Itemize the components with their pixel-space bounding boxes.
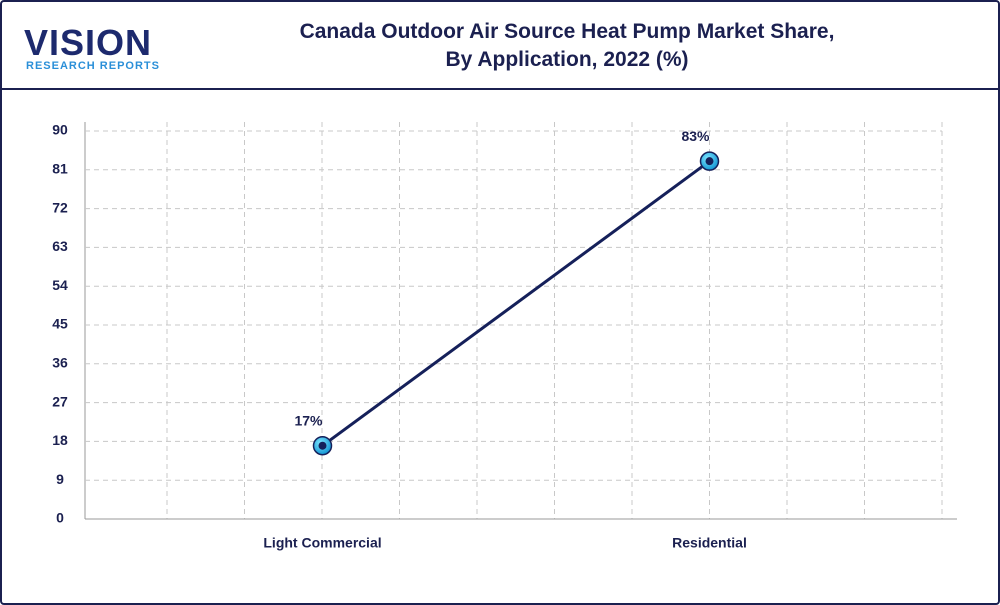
y-tick-label: 27 <box>52 393 68 409</box>
logo-name: VISION <box>24 22 153 63</box>
marker-hole <box>318 441 327 450</box>
logo-tagline: RESEARCH REPORTS <box>26 60 160 72</box>
data-label: 17% <box>294 412 323 428</box>
y-tick-label: 90 <box>52 122 68 138</box>
x-tick-label: Light Commercial <box>263 535 381 551</box>
x-tick-label: Residential <box>672 535 747 551</box>
chart-title: Canada Outdoor Air Source Heat Pump Mark… <box>299 20 835 71</box>
header: VISION RESEARCH REPORTS Canada Outdoor A… <box>2 2 998 90</box>
y-tick-label: 63 <box>52 238 68 254</box>
data-label: 83% <box>681 128 710 144</box>
marker-hole <box>705 157 714 166</box>
y-tick-label: 72 <box>52 199 68 215</box>
vertical-grid <box>166 122 943 519</box>
y-tick-label: 0 <box>56 510 64 526</box>
y-tick-label: 9 <box>56 471 64 487</box>
y-tick-label: 54 <box>52 277 68 293</box>
y-tick-label: 45 <box>52 316 68 332</box>
y-tick-label: 81 <box>52 161 68 177</box>
y-tick-label: 18 <box>52 432 68 448</box>
y-tick-label: 36 <box>52 355 68 371</box>
line <box>321 159 711 447</box>
